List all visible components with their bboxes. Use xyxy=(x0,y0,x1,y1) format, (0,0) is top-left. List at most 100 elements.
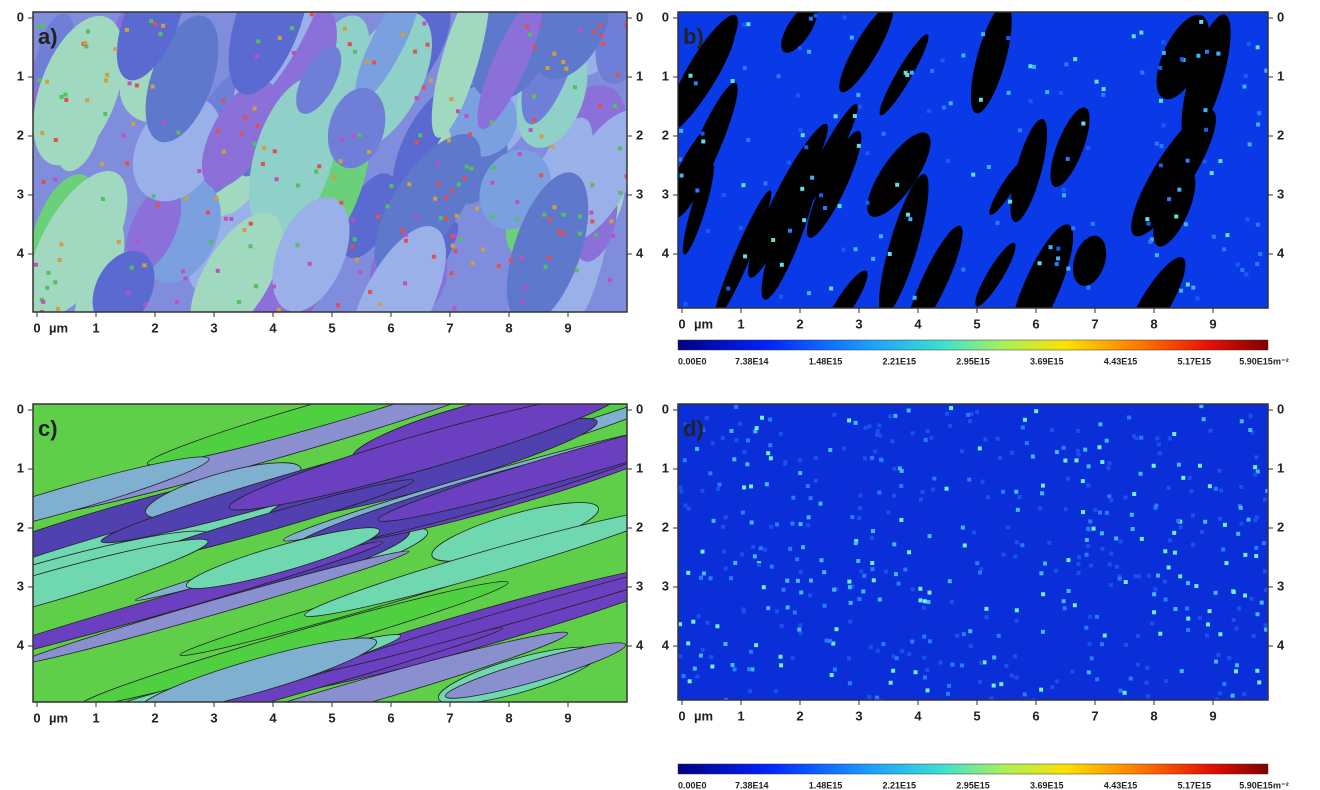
boundary-pixel xyxy=(261,145,266,150)
boundary-pixel xyxy=(85,29,90,34)
density-pixel xyxy=(1261,541,1266,546)
density-pixel xyxy=(779,262,784,267)
density-pixel xyxy=(922,655,927,660)
panel: c) 0 1 2 3 4 5 6 7 8 9 µm 0 0 1 1 2 2 3 3 4 4 xyxy=(17,401,644,725)
x-tick-label: 3 xyxy=(855,316,862,331)
density-pixel xyxy=(742,65,747,70)
boundary-pixel xyxy=(352,237,357,242)
colorbar-label: 4.43E15 xyxy=(1104,356,1138,366)
boundary-pixel xyxy=(389,184,394,189)
density-pixel xyxy=(1009,673,1014,678)
density-pixel xyxy=(710,441,715,446)
colorbar-label: 2.21E15 xyxy=(882,780,916,790)
boundary-pixel xyxy=(161,23,166,28)
grain xyxy=(33,550,410,665)
boundary-pixel xyxy=(296,183,301,188)
density-pixel xyxy=(1222,681,1227,686)
density-pixel xyxy=(1045,90,1050,95)
density-pixel xyxy=(927,534,932,539)
boundary-pixel xyxy=(274,177,279,182)
density-pixel xyxy=(920,489,925,494)
density-pixel xyxy=(1020,425,1025,430)
density-pixel xyxy=(1139,536,1144,541)
density-pixel xyxy=(1262,569,1267,574)
density-pixel xyxy=(1114,564,1119,569)
density-pixel xyxy=(862,456,867,461)
density-pixel xyxy=(868,645,873,650)
density-pixel xyxy=(867,424,872,429)
density-pixel xyxy=(1070,669,1075,674)
density-pixel xyxy=(982,660,987,665)
boundary-pixel xyxy=(539,134,544,139)
boundary-pixel xyxy=(124,27,129,32)
density-pixel xyxy=(1086,526,1091,531)
boundary-pixel xyxy=(83,40,88,45)
density-pixel xyxy=(955,633,960,638)
x-tick-label: 9 xyxy=(564,320,571,335)
density-pixel xyxy=(807,49,812,54)
boundary-pixel xyxy=(594,233,599,238)
density-pixel xyxy=(1022,417,1027,422)
boundary-pixel xyxy=(53,177,58,182)
density-pixel xyxy=(785,605,790,610)
density-pixel xyxy=(766,451,771,456)
density-pixel xyxy=(771,238,776,243)
density-pixel xyxy=(760,415,765,420)
boundary-pixel xyxy=(414,96,419,101)
density-pixel xyxy=(791,495,796,500)
density-pixel xyxy=(1218,516,1223,521)
density-pixel xyxy=(723,698,728,700)
colorbar-label: 3.69E15 xyxy=(1030,356,1064,366)
density-pixel xyxy=(1200,530,1205,535)
density-pixel xyxy=(1135,662,1140,667)
density-pixel xyxy=(893,413,898,418)
density-pixel xyxy=(798,128,803,133)
density-pixel xyxy=(853,247,858,252)
density-pixel xyxy=(1197,463,1202,468)
density-pixel xyxy=(979,567,984,572)
y-tick-label: 4 xyxy=(17,245,25,260)
density-pixel xyxy=(1207,484,1212,489)
density-pixel xyxy=(801,545,806,550)
density-pixel xyxy=(1254,515,1259,520)
grain xyxy=(348,225,446,312)
boundary-pixel xyxy=(454,213,459,218)
density-pixel xyxy=(708,471,713,476)
density-pixel xyxy=(1202,159,1207,164)
boundary-pixel xyxy=(39,310,44,312)
density-pixel xyxy=(1071,226,1076,231)
density-pixel xyxy=(925,429,930,434)
density-pixel xyxy=(813,13,818,18)
density-pixel xyxy=(1222,522,1227,527)
density-pixel xyxy=(968,644,973,649)
boundary-pixel xyxy=(480,247,485,252)
density-pixel xyxy=(1255,45,1260,50)
density-pixel xyxy=(1054,679,1059,684)
density-pixel xyxy=(879,457,884,462)
density-pixel xyxy=(778,294,783,299)
density-pixel xyxy=(1234,669,1239,674)
density-pixel xyxy=(1154,503,1159,508)
density-pixel xyxy=(968,629,973,634)
density-pixel xyxy=(788,546,793,551)
boundary-pixel xyxy=(496,264,501,269)
density-pixel xyxy=(1253,472,1258,477)
density-pixel xyxy=(852,114,857,119)
density-pixel xyxy=(792,610,797,615)
boundary-pixel xyxy=(414,215,419,220)
density-pixel xyxy=(995,436,1000,441)
density-pixel xyxy=(808,578,813,583)
y-tick-label-right: 2 xyxy=(636,127,643,142)
y-tick-label: 1 xyxy=(17,460,24,475)
y-tick-label: 3 xyxy=(17,186,24,201)
density-pixel xyxy=(1123,580,1128,585)
grain xyxy=(228,404,619,511)
boundary-pixel xyxy=(577,231,582,236)
density-pixel xyxy=(1076,555,1081,560)
colorbar-label: 2.95E15 xyxy=(956,356,990,366)
density-pixel xyxy=(1166,485,1171,490)
x-tick-label: 3 xyxy=(210,710,217,725)
density-pixel xyxy=(975,561,980,566)
boundary-pixel xyxy=(601,41,606,46)
density-pixel xyxy=(1214,697,1219,700)
